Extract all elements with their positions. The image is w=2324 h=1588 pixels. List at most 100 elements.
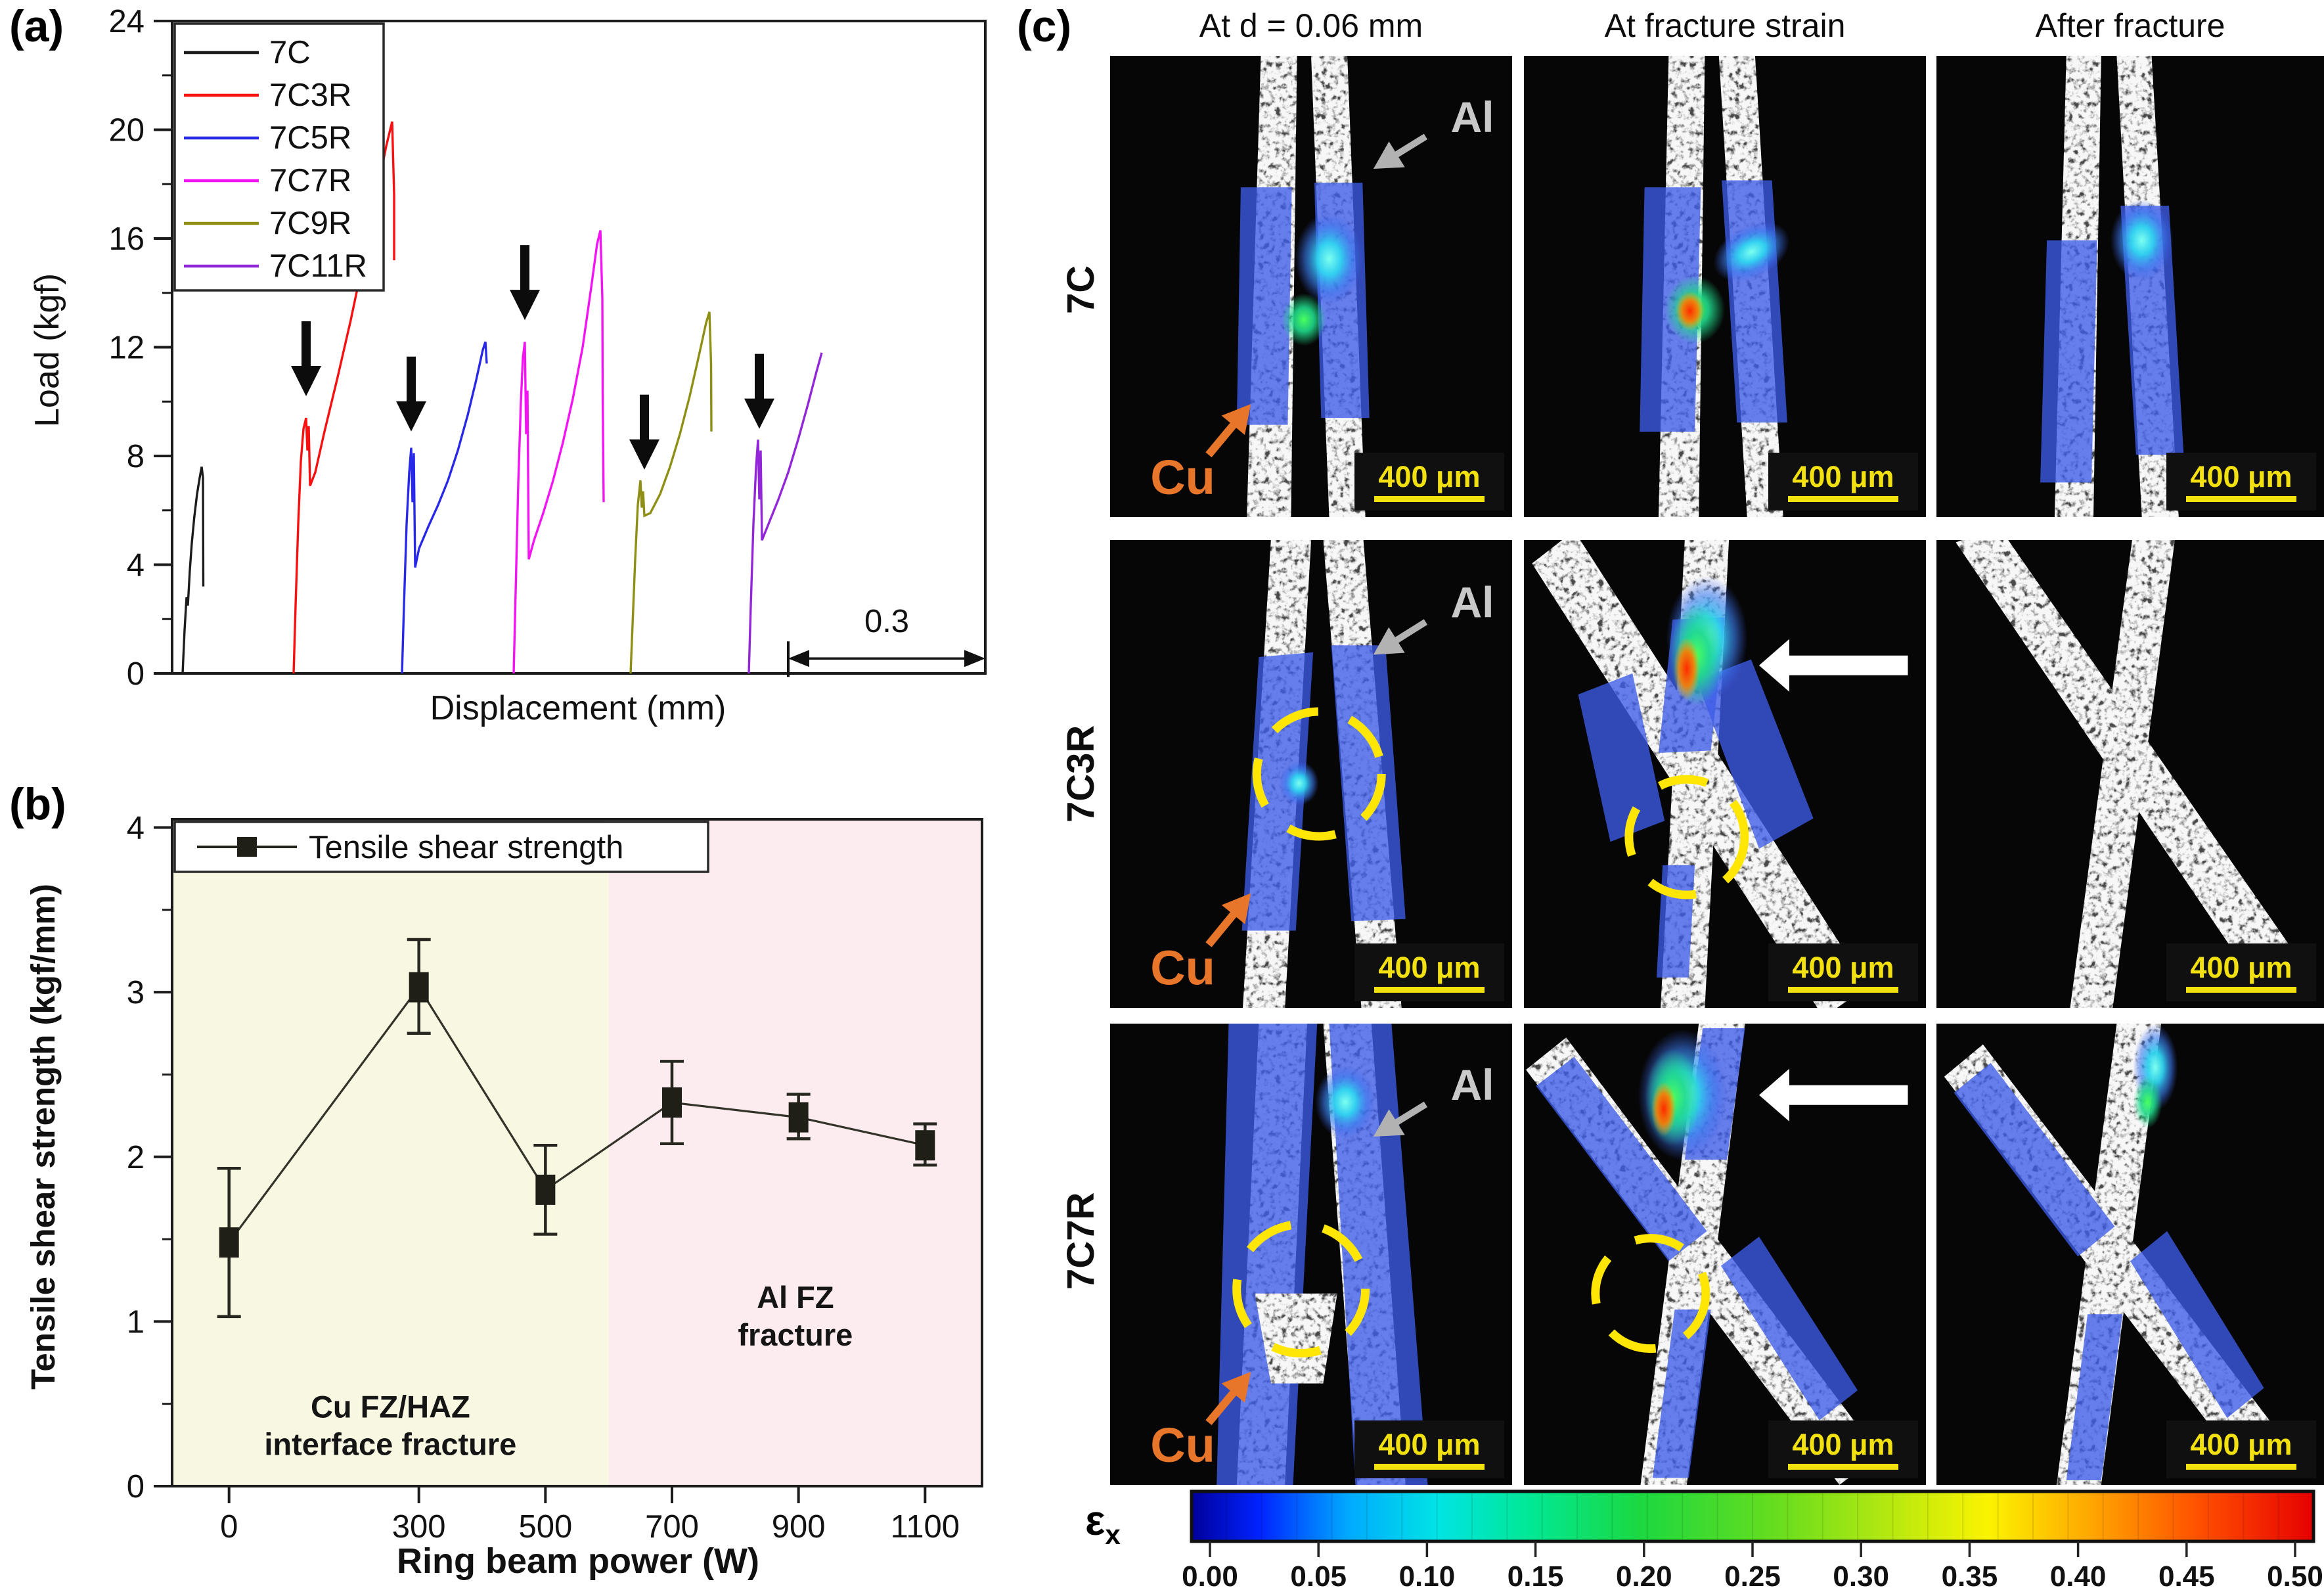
micrograph-scale-bar xyxy=(1374,496,1485,502)
legend-entry-label: 7C7R xyxy=(269,163,351,198)
dic-image-7c3r-after: 400 μm xyxy=(1936,540,2324,1008)
row-label-7c: 7C xyxy=(1060,265,1102,314)
strain-hotspot xyxy=(2110,199,2174,281)
micrograph-scale-label: 400 μm xyxy=(2190,460,2292,493)
micrograph-scale-label: 400 μm xyxy=(1378,951,1480,984)
plot-frame xyxy=(171,818,983,1487)
strain-hotspot xyxy=(1651,1081,1676,1137)
dic-strain-overlay xyxy=(2130,1231,2264,1418)
x-tick-label: 1100 xyxy=(891,1509,960,1545)
dic-strain-overlay xyxy=(1954,1062,2115,1257)
curve-7C5R xyxy=(401,341,488,674)
curve-7C3R xyxy=(292,121,395,674)
panel-c-label: (c) xyxy=(1017,1,1072,51)
y-tick-label: 2 xyxy=(127,1140,145,1175)
y-tick-label: 0 xyxy=(127,1469,145,1505)
dic-strain-overlay xyxy=(1697,659,1814,849)
colorbar-tick-label: 0.40 xyxy=(2050,1560,2107,1588)
data-marker xyxy=(535,1174,556,1205)
cu-label: Cu xyxy=(1150,450,1215,505)
y-tick-label: 1 xyxy=(127,1304,145,1340)
data-marker xyxy=(219,1227,239,1258)
dashed-circle-annotation xyxy=(1232,1220,1370,1358)
colorbar-tick-label: 0.35 xyxy=(1942,1560,1998,1588)
colorbar-tick-label: 0.25 xyxy=(1724,1560,1781,1588)
fracture-arrow-shaft xyxy=(407,356,416,403)
strain-hotspot xyxy=(1279,761,1319,806)
row-label-7c7r: 7C7R xyxy=(1060,1192,1102,1290)
legend-entry-label: 7C9R xyxy=(269,206,351,241)
x-tick-label: 700 xyxy=(645,1509,699,1545)
colorbar-label: εx xyxy=(1085,1499,1121,1549)
curve-7C xyxy=(181,466,205,674)
x-tick-label: 900 xyxy=(772,1509,826,1545)
specimen-patch xyxy=(1255,1293,1337,1384)
y-tick-label: 16 xyxy=(108,221,145,257)
data-marker xyxy=(661,1087,682,1118)
y-tick-label: 3 xyxy=(127,975,145,1010)
region-label-cu-2: interface fracture xyxy=(264,1426,516,1461)
panel-a-label: (a) xyxy=(9,1,64,51)
fracture-arrow-shaft xyxy=(520,245,529,292)
legend-entry-label: 7C11R xyxy=(269,248,367,284)
epsilon-symbol: ε xyxy=(1085,1497,1106,1544)
dic-strain-overlay xyxy=(1720,1236,1858,1420)
dic-image-7c-after: 400 μm xyxy=(1936,56,2324,517)
data-marker xyxy=(409,972,429,1003)
fracture-arrow-shaft xyxy=(755,353,764,400)
dashed-circle-annotation xyxy=(1252,707,1386,841)
legend-entry-label: 7C xyxy=(269,35,311,70)
strain-hotspot xyxy=(1315,1065,1376,1139)
dic-strain-overlay xyxy=(2040,240,2097,483)
micrograph-scale-label: 400 μm xyxy=(1792,1428,1894,1461)
strain-hotspot xyxy=(1675,291,1705,331)
scale-bar-value: 0.3 xyxy=(864,604,909,639)
dic-strain-overlay xyxy=(1236,187,1292,425)
colorbar-tick-label: 0.30 xyxy=(1833,1560,1889,1588)
colorbar-tick-label: 0.45 xyxy=(2158,1560,2215,1588)
micrograph-scale-bar xyxy=(2186,987,2296,993)
dic-strain-overlay xyxy=(1329,1024,1428,1485)
al-label: Al xyxy=(1450,1060,1494,1109)
y-tick-label: 4 xyxy=(127,548,145,583)
dic-image-7c-fracture-strain: 400 μm xyxy=(1524,56,1926,517)
curve-7C9R xyxy=(629,311,713,674)
dic-image-7c3r-fracture-strain: 400 μm xyxy=(1524,540,1926,1008)
dic-strain-overlay xyxy=(1331,645,1406,922)
fracture-arrow-shaft xyxy=(640,394,649,441)
fracture-arrow-shaft xyxy=(302,321,311,367)
legend-entry-label: 7C3R xyxy=(269,78,351,113)
panel-b-x-axis-label: Ring beam power (W) xyxy=(397,1541,759,1581)
micrograph-scale-label: 400 μm xyxy=(2190,1428,2292,1461)
x-tick-label: 0 xyxy=(220,1509,238,1545)
x-tick-label: 500 xyxy=(518,1509,572,1545)
epsilon-subscript: x xyxy=(1105,1518,1121,1550)
micrograph-scale-bar xyxy=(1788,496,1898,502)
column-header-after-fracture: After fracture xyxy=(2035,7,2225,44)
panel-b-y-axis-label: Tensile shear strength (kgf/mm) xyxy=(24,884,62,1390)
micrograph-scale-label: 400 μm xyxy=(1792,951,1894,984)
curve-7C7R xyxy=(512,230,605,674)
strength-line xyxy=(228,985,926,1244)
row-label-7c3r: 7C3R xyxy=(1060,725,1102,823)
colorbar-tick-label: 0.50 xyxy=(2267,1560,2323,1588)
panel-b-label: (b) xyxy=(9,779,66,829)
dic-image-7c7r-after: 400 μm xyxy=(1936,1024,2324,1485)
fracture-arrow-head xyxy=(396,401,426,432)
strain-hotspot xyxy=(1295,212,1364,305)
region-cu-fz-haz xyxy=(172,821,609,1485)
legend-entry-label: 7C5R xyxy=(269,120,351,156)
micrograph-scale-label: 400 μm xyxy=(1378,1428,1480,1461)
white-arrow-annotation xyxy=(1759,1068,1908,1122)
fracture-arrow-head xyxy=(744,398,774,429)
colorbar-tick-label: 0.05 xyxy=(1290,1560,1347,1588)
micrograph-scale-bar xyxy=(1788,1464,1898,1470)
dic-strain-overlay xyxy=(1241,652,1314,931)
legend-entry-label: Tensile shear strength xyxy=(309,830,623,865)
data-marker xyxy=(788,1102,809,1133)
y-tick-label: 8 xyxy=(127,439,145,474)
region-label-cu: Cu FZ/HAZ xyxy=(311,1389,470,1424)
micrograph-scale-label: 400 μm xyxy=(2190,951,2292,984)
y-tick-label: 0 xyxy=(127,656,145,692)
